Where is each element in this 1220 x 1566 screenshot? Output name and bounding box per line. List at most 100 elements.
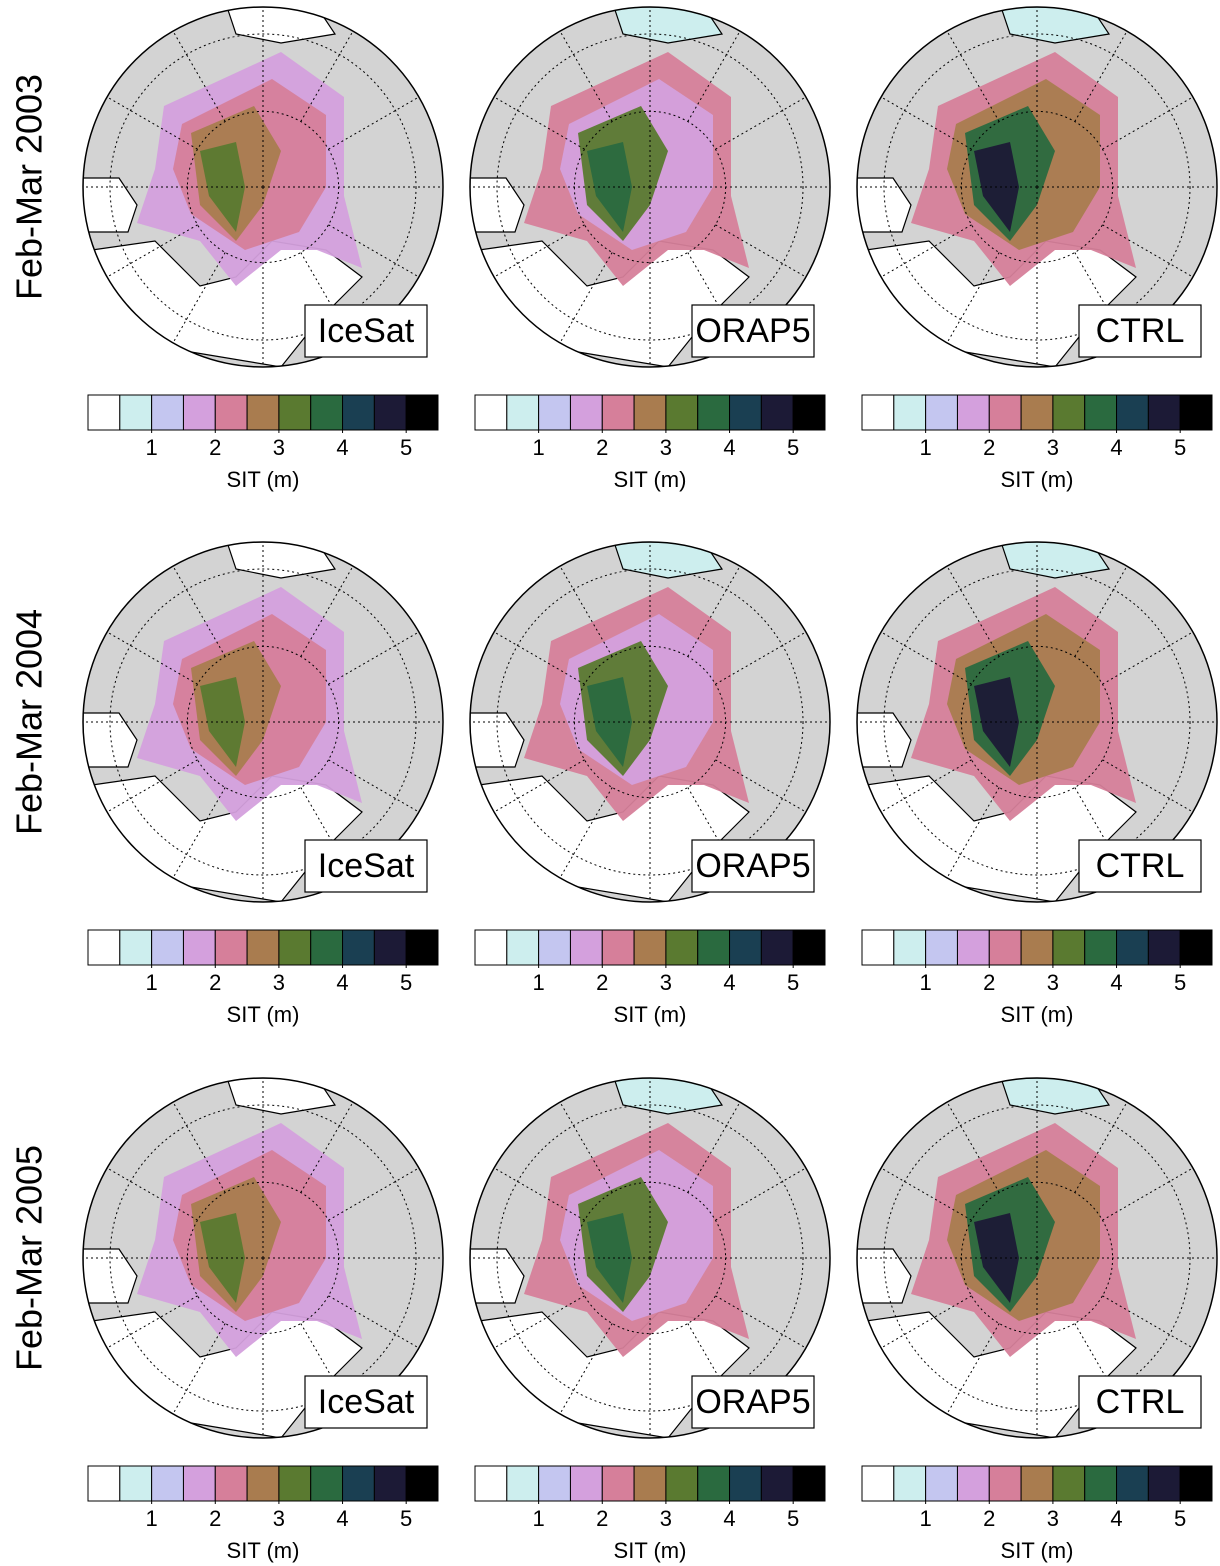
graticule (883, 568, 1191, 876)
colorbar-tick-label: 3 (273, 435, 285, 460)
map-panel: CTRL 1 2 3 4 5 SIT (m) (856, 541, 1218, 1027)
colorbar-tick-label: 3 (273, 1506, 285, 1531)
colorbar-box (278, 1465, 312, 1502)
graticule (1102, 759, 1194, 813)
graticule (946, 252, 1000, 344)
colorbar-box (246, 394, 280, 431)
colorbar-box (729, 929, 762, 966)
colorbar-tick-label: 5 (400, 1506, 412, 1531)
colorbar-box (278, 394, 312, 431)
colorbar-tick-label: 1 (533, 1506, 545, 1531)
colorbar-box (569, 394, 603, 431)
colorbar-tick-label: 5 (787, 1506, 799, 1531)
colorbar-box (861, 1465, 895, 1502)
panel-label: CTRL (1096, 847, 1185, 885)
graticule (559, 1101, 613, 1193)
graticule (559, 252, 613, 344)
graticule (106, 1167, 198, 1221)
colorbar-box (665, 1465, 699, 1502)
colorbar-box (988, 1465, 1022, 1502)
colorbar-box (373, 394, 407, 431)
colorbar-box (760, 394, 794, 431)
panel-label-box (1078, 839, 1202, 893)
colorbar-box (1116, 1465, 1149, 1502)
panel-label: ORAP5 (695, 312, 810, 350)
colorbar-box (214, 394, 248, 431)
graticule (559, 787, 613, 879)
colorbar-box (893, 929, 927, 966)
graticule (493, 1295, 585, 1349)
colorbar-box (569, 1465, 603, 1502)
graticule (493, 1167, 585, 1221)
colorbar-tick-label: 1 (533, 970, 545, 995)
colorbar-tick-label: 1 (920, 435, 932, 460)
colorbar-tick-label: 3 (660, 970, 672, 995)
colorbar-box (1084, 929, 1118, 966)
colorbar-box (1052, 929, 1086, 966)
colorbar-label: SIT (m) (1001, 467, 1074, 492)
ocean (470, 177, 525, 233)
colorbar-box (182, 394, 216, 431)
colorbar-tick-label: 4 (336, 435, 348, 460)
colorbar-box (119, 394, 153, 431)
graticule (109, 1104, 417, 1412)
colorbar-box (893, 1465, 927, 1502)
colorbar-tick-label: 5 (1174, 1506, 1186, 1531)
colorbar-tick-label: 4 (336, 1506, 348, 1531)
graticule (1074, 30, 1128, 122)
colorbar-box (151, 929, 184, 966)
ocean (83, 1248, 138, 1304)
graticule (328, 224, 420, 278)
panel-label-box (304, 304, 428, 358)
map-body (470, 1078, 830, 1438)
graticule (1102, 1167, 1194, 1221)
colorbar-box (1179, 929, 1213, 966)
colorbar-label: SIT (m) (227, 467, 300, 492)
map-body (857, 1078, 1217, 1438)
colorbar-box (665, 929, 699, 966)
colorbar-box (506, 1465, 540, 1502)
ocean (857, 177, 912, 233)
colorbar-box (697, 394, 731, 431)
colorbar-tick-label: 4 (723, 970, 735, 995)
colorbar-box (405, 929, 439, 966)
panel-label: IceSat (318, 1383, 415, 1421)
colorbar-box (760, 929, 794, 966)
colorbar-box (601, 394, 635, 431)
map-border (82, 541, 444, 903)
graticule (109, 33, 417, 341)
graticule (687, 565, 741, 657)
colorbar-box (310, 394, 344, 431)
graticule (496, 1104, 804, 1412)
ocean (83, 177, 138, 233)
panel-label-box (1078, 304, 1202, 358)
colorbar-box (1179, 1465, 1213, 1502)
graticule (496, 568, 804, 876)
colorbar-tick-label: 2 (983, 435, 995, 460)
graticule (106, 96, 198, 150)
colorbar-box (893, 394, 927, 431)
colorbar-box (119, 929, 153, 966)
colorbar-box (792, 394, 826, 431)
colorbar-tick-label: 5 (1174, 970, 1186, 995)
panel-label-box (691, 304, 815, 358)
colorbar-box (1020, 394, 1054, 431)
colorbar-box (214, 929, 248, 966)
colorbar-box (538, 929, 571, 966)
map-border (82, 1077, 444, 1439)
colorbar-box (538, 394, 571, 431)
colorbar-box (342, 1465, 375, 1502)
colorbar-tick-label: 4 (336, 970, 348, 995)
map-border (469, 6, 831, 368)
colorbar-tick-label: 4 (1110, 1506, 1122, 1531)
map-panel: ORAP5 1 2 3 4 5 SIT (m) (469, 541, 831, 1027)
colorbar-box (925, 929, 958, 966)
colorbar-box (278, 929, 312, 966)
colorbar-box (956, 1465, 990, 1502)
colorbar-tick-label: 3 (1047, 1506, 1059, 1531)
colorbar-box (956, 929, 990, 966)
colorbar-box (246, 1465, 280, 1502)
graticule (880, 224, 972, 278)
colorbar-tick-label: 1 (146, 1506, 158, 1531)
colorbar-tick-label: 4 (1110, 435, 1122, 460)
